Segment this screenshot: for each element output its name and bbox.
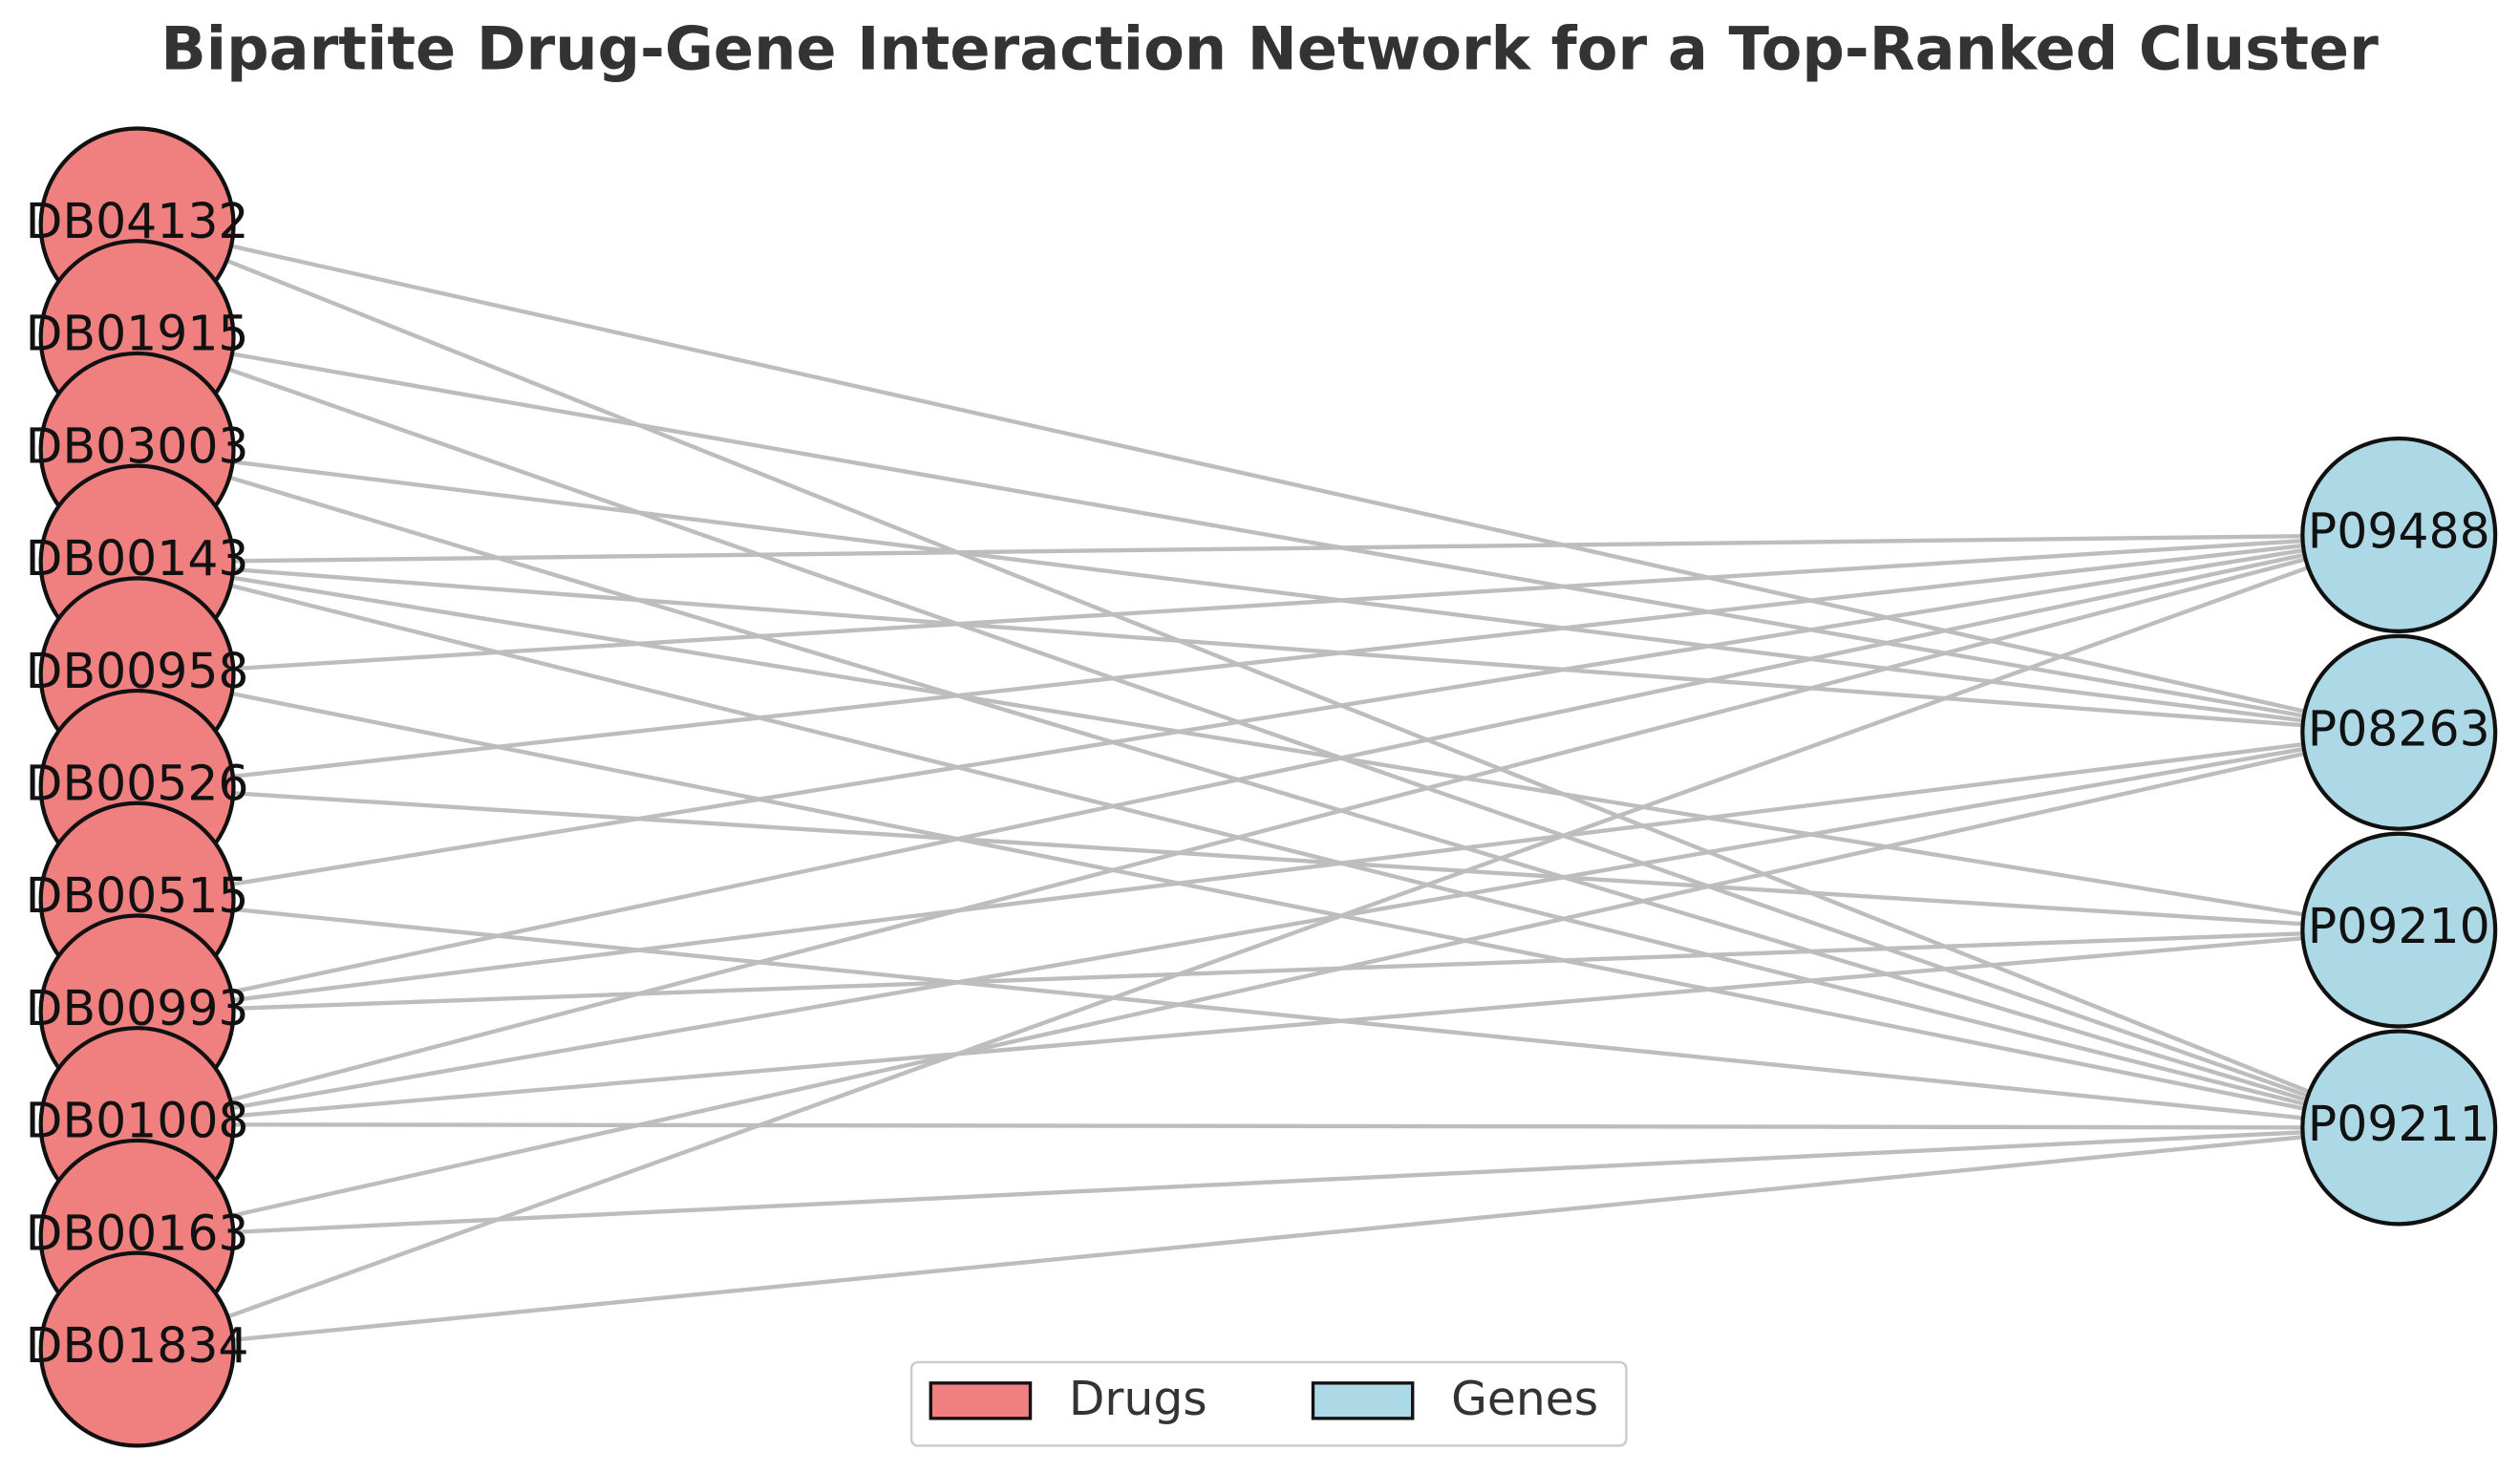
- edge: [136, 447, 2400, 1130]
- edge: [137, 560, 2400, 932]
- edge: [137, 784, 2400, 932]
- drug-label: DB01008: [26, 1093, 249, 1149]
- legend-box: [909, 1360, 1628, 1447]
- gene-label: P09210: [2308, 898, 2490, 954]
- edge: [137, 532, 2400, 1127]
- edge: [137, 672, 2400, 1130]
- legend-patch: [1311, 1381, 1415, 1420]
- drug-label: DB03003: [26, 417, 249, 474]
- drug-label: DB04132: [26, 193, 249, 249]
- legend: Drugs Genes: [909, 1360, 1628, 1447]
- edge: [137, 223, 2400, 735]
- legend-label: Genes: [1451, 1373, 1598, 1426]
- drug-label: DB00143: [26, 530, 249, 587]
- edge: [137, 1121, 2400, 1130]
- edge: [137, 897, 2400, 1130]
- gene-label: P08263: [2308, 700, 2490, 757]
- edge: [136, 532, 2400, 1352]
- edge: [137, 532, 2400, 902]
- drug-label: DB00958: [26, 643, 249, 699]
- edge: [137, 334, 2400, 735]
- edge: [136, 223, 2401, 1130]
- title: Bipartite Drug-Gene Interaction Network …: [160, 14, 2379, 84]
- edges: [136, 223, 2401, 1352]
- edge: [137, 560, 2400, 735]
- legend-patch: [929, 1381, 1033, 1420]
- gene-node: [2300, 633, 2498, 831]
- edge: [137, 730, 2400, 1239]
- edge: [137, 928, 2400, 1127]
- edge: [137, 532, 2400, 1014]
- edge: [137, 532, 2400, 790]
- drug-label: DB00163: [26, 1205, 249, 1261]
- legend-label: Drugs: [1069, 1373, 1207, 1426]
- edge: [137, 532, 2400, 677]
- drug-label: DB00526: [26, 755, 249, 811]
- edge: [137, 730, 2400, 1014]
- gene-label: P09211: [2308, 1096, 2490, 1152]
- drug-label: DB00515: [26, 867, 249, 924]
- gene-node: [2300, 436, 2498, 633]
- edge: [137, 447, 2400, 735]
- edge: [137, 1125, 2400, 1239]
- edge: [137, 730, 2400, 1127]
- gene-label: P09488: [2308, 502, 2490, 559]
- edge: [137, 532, 2400, 565]
- drug-label: DB01915: [26, 306, 249, 362]
- gene-node: [2300, 1029, 2498, 1227]
- edge: [137, 1125, 2400, 1352]
- drug-label: DB00993: [26, 980, 249, 1036]
- nodes: DB04132 DB01915 DB03003 DB00143 DB00958 DB005…: [26, 126, 2498, 1448]
- drug-node: [38, 1250, 236, 1448]
- edge: [137, 928, 2400, 1014]
- drug-label: DB01834: [26, 1317, 249, 1374]
- edge: [137, 560, 2400, 1130]
- edge: [136, 335, 2400, 1130]
- gene-node: [2300, 831, 2498, 1029]
